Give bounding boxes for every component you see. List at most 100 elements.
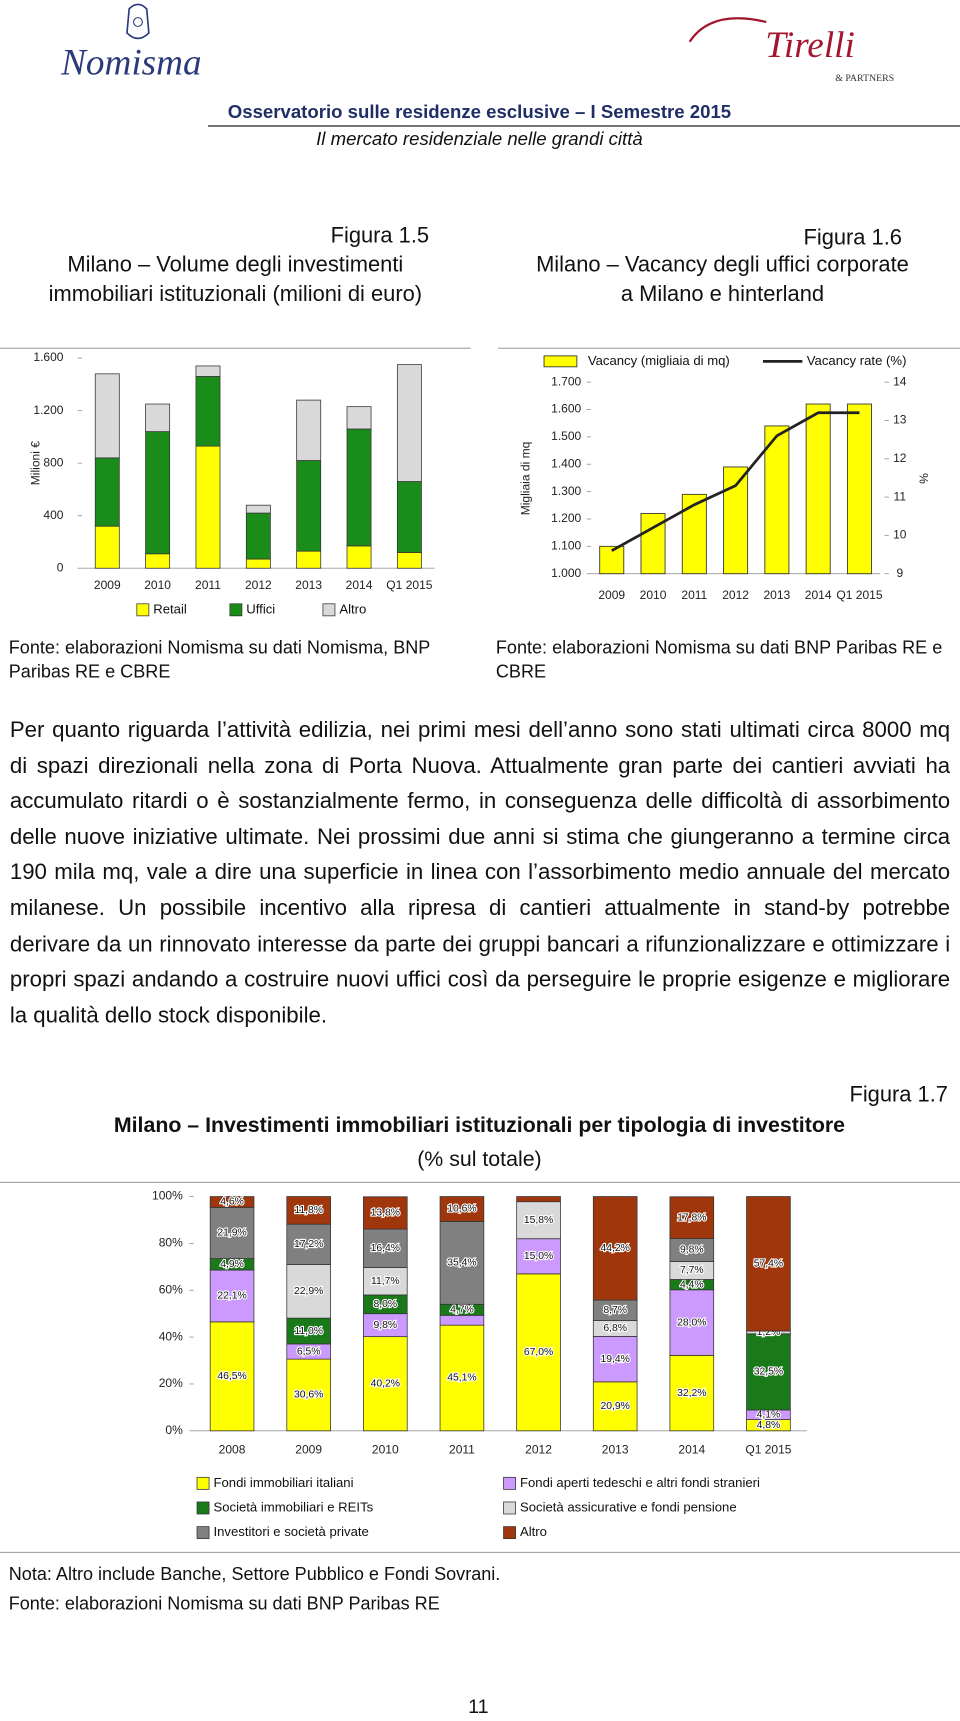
bar-segment — [363, 1196, 408, 1230]
value-label: 11,0% — [294, 1326, 323, 1337]
header-subtitle: Il mercato residenziale nelle grandi cit… — [316, 128, 643, 149]
bar-segment — [516, 1238, 561, 1275]
x-tick-label: 2011 — [681, 588, 707, 602]
value-label: 10,6% — [447, 1204, 476, 1215]
legend-swatch — [322, 603, 336, 617]
legend-swatch — [503, 1501, 516, 1515]
y-tick-label: 0 — [57, 560, 64, 574]
value-label: 9,8% — [373, 1320, 397, 1331]
x-tick-label: 2011 — [195, 578, 221, 592]
bar-segment — [94, 457, 120, 527]
chart-title: Milano – Investimenti immobiliari istitu… — [114, 1113, 845, 1137]
bar-segment — [296, 460, 322, 552]
value-label: 57,4% — [754, 1259, 783, 1270]
x-tick-label: 2013 — [295, 578, 322, 592]
value-label: 17,2% — [294, 1239, 323, 1250]
bar-segment — [669, 1289, 715, 1356]
bar-segment — [516, 1201, 561, 1240]
x-tick-label: Q1 2015 — [386, 578, 432, 592]
x-tick-label: 2010 — [640, 588, 667, 602]
y-tick-label: 1.600 — [33, 350, 63, 364]
bar — [723, 466, 749, 575]
y-axis-label: Milioni € — [28, 441, 42, 485]
value-label: 21,9% — [217, 1228, 246, 1239]
legend-swatch — [543, 355, 578, 368]
y-tick-label: 13 — [893, 413, 907, 427]
y-axis-label: Migliaia di mq — [519, 442, 533, 516]
value-label: 4,7% — [450, 1305, 474, 1316]
bar — [805, 403, 831, 575]
logo-right: Tirelli & PARTNERS — [688, 17, 894, 84]
y-tick-label: 1.000 — [551, 566, 581, 580]
legend-label: Vacancy (migliaia di mq) — [588, 353, 730, 368]
y-tick-label: 400 — [43, 508, 63, 522]
value-label: 32,5% — [754, 1367, 783, 1378]
bar-segment — [516, 1273, 561, 1432]
bar-segment — [363, 1228, 408, 1268]
x-tick-label: 2014 — [346, 578, 373, 592]
legend-swatch — [136, 603, 150, 617]
value-label: 4,9% — [220, 1259, 244, 1270]
y-tick-label: 1.400 — [551, 456, 581, 470]
y-tick-label: 1.200 — [551, 511, 581, 525]
x-tick-label: 2010 — [372, 1443, 399, 1457]
y-tick-label: 14 — [893, 374, 907, 388]
legend-swatch — [229, 603, 243, 617]
x-tick-label: 2013 — [602, 1443, 629, 1457]
y-tick-label: 80% — [159, 1236, 183, 1250]
logo-text: Tirelli — [765, 25, 855, 66]
bar-segment — [592, 1196, 638, 1301]
value-label: 46,5% — [217, 1371, 246, 1382]
logo-subtext: & PARTNERS — [835, 73, 894, 84]
value-label: 11,7% — [371, 1276, 400, 1287]
x-tick-label: 2009 — [598, 588, 625, 602]
y-tick-label: 9 — [896, 566, 903, 580]
bar-segment — [94, 525, 120, 569]
value-label: 7,7% — [680, 1265, 704, 1276]
chart-note: Nota: Altro include Banche, Settore Pubb… — [9, 1564, 501, 1584]
bar-segment — [346, 428, 372, 547]
legend-label: Società assicurative e fondi pensione — [520, 1499, 737, 1514]
chart-title: Milano – Vacancy degli uffici corporate … — [536, 252, 909, 307]
chart-source: Fonte: elaborazioni Nomisma su dati BNP … — [495, 638, 943, 683]
y-tick-label: 100% — [152, 1189, 183, 1203]
value-label: 20,9% — [600, 1401, 629, 1412]
value-label: 4,4% — [680, 1279, 704, 1290]
value-label: 19,4% — [600, 1354, 629, 1365]
source-box: Fonte: elaborazioni Nomisma su dati BNP … — [495, 638, 943, 683]
bar-segment — [439, 1314, 485, 1326]
value-label: 30,6% — [294, 1390, 323, 1401]
value-label: 6,8% — [603, 1323, 627, 1334]
x-tick-label: Q1 2015 — [745, 1443, 791, 1457]
bar-segment — [195, 376, 221, 447]
bar-segment — [286, 1264, 331, 1319]
value-label: 13,8% — [371, 1208, 400, 1219]
x-tick-label: 2014 — [678, 1443, 705, 1457]
y-tick-label: 1.700 — [551, 374, 581, 388]
bar-segment — [363, 1336, 408, 1432]
bar-segment — [346, 545, 372, 569]
value-label: 22,9% — [294, 1286, 323, 1297]
value-label: 4,6% — [220, 1197, 244, 1208]
bar-segment — [94, 373, 120, 459]
bar-segment — [396, 481, 422, 553]
bar — [846, 403, 872, 575]
legend-swatch — [503, 1526, 516, 1540]
figure-label: Figura 1.5 — [331, 222, 430, 247]
value-label: 8,0% — [373, 1299, 397, 1310]
value-label: 32,2% — [677, 1388, 706, 1399]
chart-note: Fonte: elaborazioni Nomisma su dati BNP … — [9, 1594, 440, 1614]
x-tick-label: 2011 — [449, 1443, 475, 1457]
y-tick-label: 11 — [894, 489, 907, 503]
legend-label: Vacancy rate (%) — [807, 353, 907, 368]
bar-segment — [145, 553, 171, 569]
value-label: 67,0% — [524, 1347, 553, 1358]
legend-swatch — [196, 1526, 210, 1540]
legend-label: Uffici — [246, 601, 275, 616]
y-tick-label: 12 — [893, 451, 907, 465]
value-label: 44,2% — [600, 1243, 629, 1254]
legend-swatch — [196, 1476, 210, 1490]
x-tick-label: 2009 — [94, 578, 121, 592]
